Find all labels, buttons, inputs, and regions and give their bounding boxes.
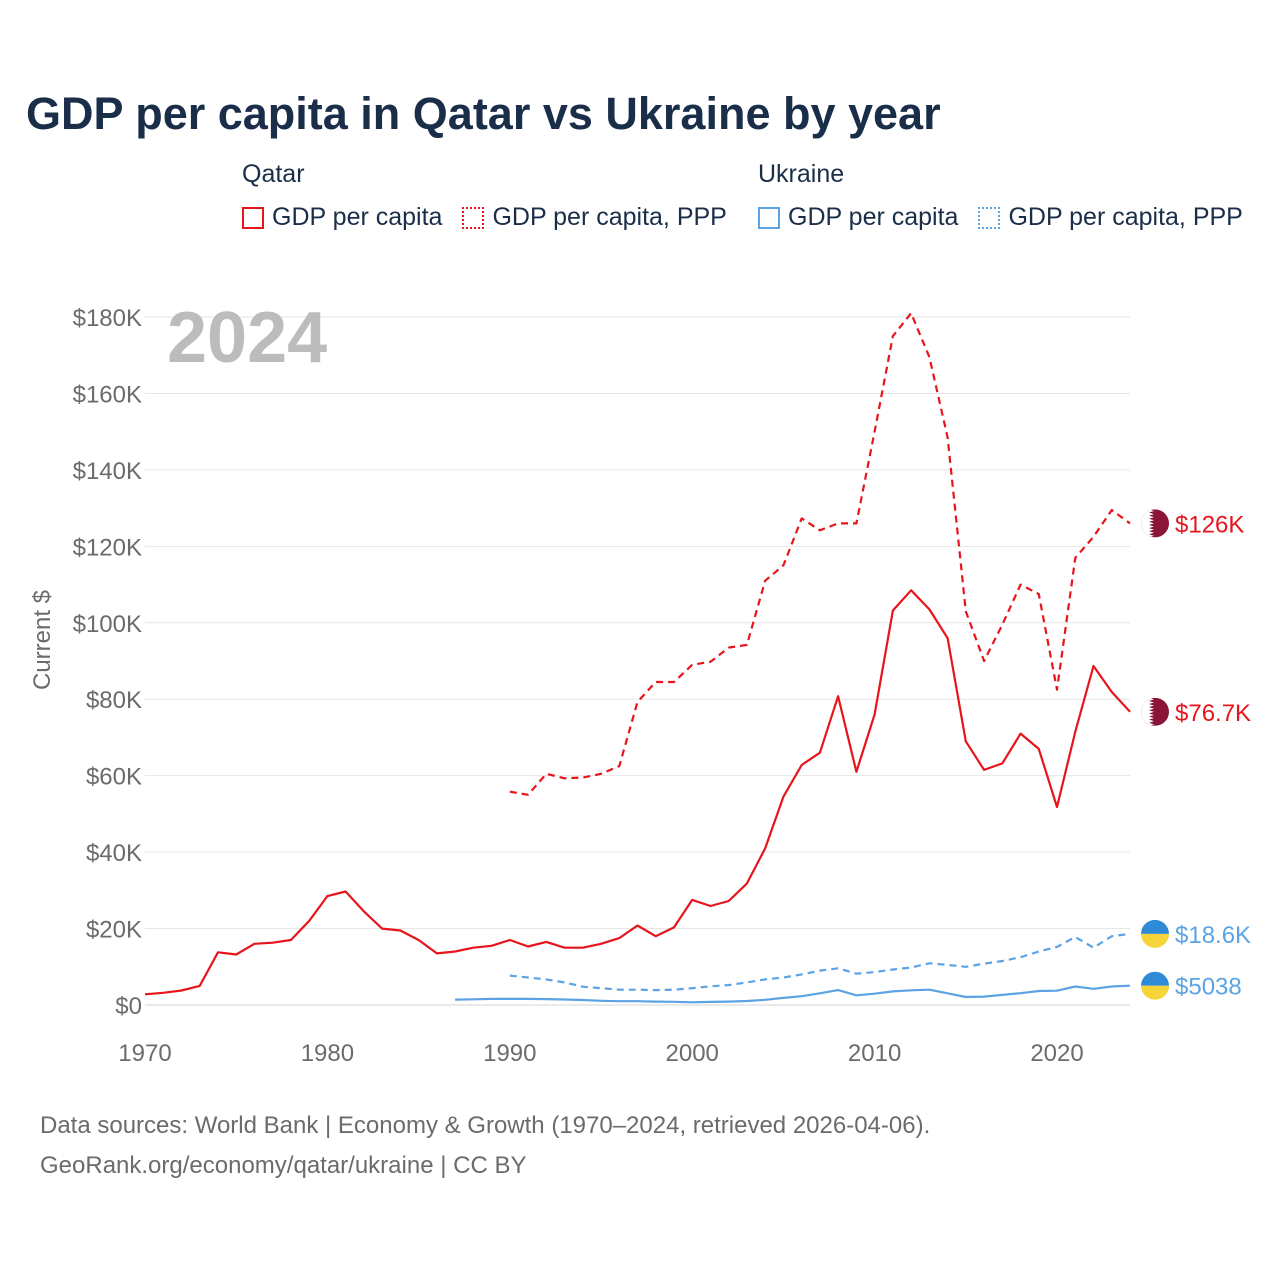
- legend-swatch-solid: [242, 206, 264, 229]
- legend-group-qatar: Qatar GDP per capita GDP per capita, PPP: [242, 160, 727, 232]
- qatar-flag-icon: [1141, 697, 1169, 726]
- end-value-label: $18.6K: [1175, 922, 1251, 949]
- ukraine-flag-icon: [1141, 971, 1169, 1000]
- y-tick-label: $180K: [73, 305, 142, 332]
- line-chart: $0 $20K $40K $60K $80K $100K $120K $140K $160K $1…: [29, 298, 1251, 1067]
- legend-item-ukraine-gdp[interactable]: GDP per capita: [758, 203, 958, 232]
- legend-swatch-solid: [758, 206, 780, 229]
- y-tick-label: $20K: [86, 917, 142, 944]
- legend-group-title: Qatar: [242, 160, 305, 188]
- footer-source: Data sources: World Bank | Economy & Gro…: [40, 1112, 931, 1139]
- end-value-label: $126K: [1175, 511, 1244, 538]
- legend-swatch-dotted: [462, 206, 485, 229]
- y-tick-label: $120K: [73, 534, 142, 561]
- ukraine-flag-icon: [1141, 919, 1169, 948]
- x-tick-label: 2000: [666, 1040, 719, 1067]
- year-watermark: 2024: [167, 298, 327, 378]
- y-tick-label: $40K: [86, 840, 142, 867]
- y-tick-label: $140K: [73, 458, 142, 485]
- legend-item-ukraine-gdp-ppp[interactable]: GDP per capita, PPP: [978, 203, 1243, 232]
- y-tick-label: $80K: [86, 687, 142, 714]
- legend-item-qatar-gdp[interactable]: GDP per capita: [242, 203, 442, 232]
- y-tick-label: $60K: [86, 764, 142, 791]
- footer-link: GeoRank.org/economy/qatar/ukraine | CC B…: [40, 1152, 527, 1179]
- x-tick-label: 1990: [483, 1040, 536, 1067]
- legend-item-qatar-gdp-ppp[interactable]: GDP per capita, PPP: [462, 203, 727, 232]
- y-axis-title: Current $: [29, 590, 56, 690]
- series-line-qatar-gdp-per-capita-ppp: [509, 312, 1131, 796]
- x-tick-label: 2020: [1030, 1040, 1083, 1067]
- legend-group-title: Ukraine: [758, 160, 845, 188]
- x-tick-label: 1970: [118, 1040, 171, 1067]
- qatar-flag-icon: [1141, 509, 1169, 538]
- series-line-ukraine-gdp-per-capita-ppp: [509, 932, 1131, 992]
- legend-label: GDP per capita, PPP: [492, 203, 727, 231]
- y-tick-label: $100K: [73, 611, 142, 638]
- y-tick-label: $0: [115, 993, 142, 1020]
- legend-swatch-dotted: [978, 206, 1001, 229]
- x-tick-label: 1980: [301, 1040, 354, 1067]
- end-value-label: $76.7K: [1175, 700, 1251, 727]
- footer: Data sources: World Bank | Economy & Gro…: [40, 1106, 930, 1186]
- x-tick-label: 2010: [848, 1040, 901, 1067]
- series-line-qatar-gdp-per-capita: [144, 589, 1131, 996]
- legend-label: GDP per capita, PPP: [1008, 203, 1243, 231]
- series-line-ukraine-gdp-per-capita: [455, 984, 1131, 1004]
- legend-label: GDP per capita: [788, 203, 959, 231]
- y-tick-label: $160K: [73, 381, 142, 408]
- legend-group-ukraine: Ukraine GDP per capita GDP per capita, P…: [758, 160, 1243, 232]
- page-title: GDP per capita in Qatar vs Ukraine by ye…: [26, 88, 941, 139]
- legend-label: GDP per capita: [272, 203, 443, 231]
- end-value-label: $5038: [1175, 974, 1242, 1001]
